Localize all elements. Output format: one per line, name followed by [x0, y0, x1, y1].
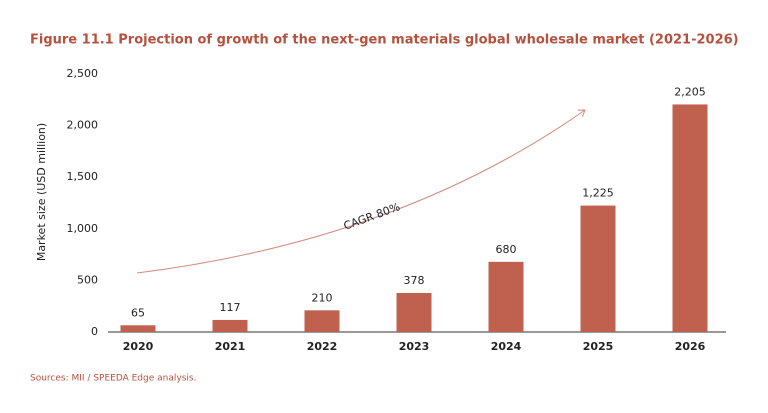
bar — [120, 325, 156, 332]
bar — [672, 104, 708, 332]
y-axis-label: Market size (USD million) — [35, 123, 48, 261]
value-label: 378 — [404, 274, 425, 287]
source-note: Sources: MII / SPEEDA Edge analysis. — [30, 374, 196, 384]
x-tick-label: 2023 — [399, 340, 430, 353]
y-tick-label: 1,000 — [67, 222, 99, 235]
bar — [212, 319, 248, 332]
y-tick-label: 500 — [77, 273, 98, 286]
value-label: 117 — [220, 301, 241, 314]
y-tick-label: 2,000 — [67, 119, 99, 132]
value-label: 680 — [496, 243, 517, 256]
bar — [580, 205, 616, 332]
x-tick-label: 2022 — [307, 340, 338, 353]
y-tick-label: 2,500 — [67, 67, 99, 80]
value-label: 210 — [312, 291, 333, 304]
y-tick-label: 0 — [91, 325, 98, 338]
value-label: 65 — [131, 306, 145, 319]
x-tick-label: 2025 — [583, 340, 614, 353]
annotation: CAGR 80% — [342, 200, 402, 232]
value-label: 1,225 — [582, 187, 614, 200]
bar — [396, 292, 432, 332]
value-label: 2,205 — [674, 85, 706, 98]
y-tick-label: 1,500 — [67, 170, 99, 183]
x-tick-label: 2020 — [123, 340, 154, 353]
x-tick-label: 2026 — [675, 340, 706, 353]
bar — [304, 310, 340, 332]
x-tick-label: 2024 — [491, 340, 522, 353]
x-tick-label: 2021 — [215, 340, 246, 353]
chart-title: Figure 11.1 Projection of growth of the … — [30, 33, 739, 48]
cagr-arrow — [136, 109, 586, 274]
bar — [488, 261, 524, 332]
